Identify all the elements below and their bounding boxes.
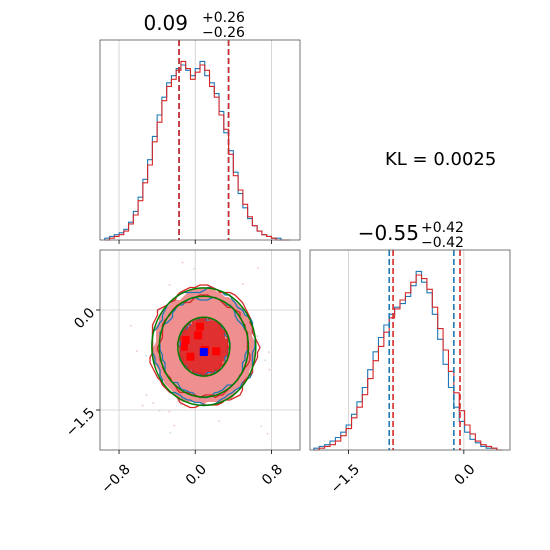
- scatter-point: [168, 410, 171, 413]
- hist-x-ticks: [118, 240, 272, 244]
- scatter-point: [257, 267, 259, 269]
- scatter-point: [136, 350, 138, 352]
- scatter-point: [268, 368, 271, 371]
- density-red-square-4: [212, 347, 221, 356]
- contour-xtick-label-2: 0.8: [259, 461, 286, 488]
- scatter-point: [260, 425, 263, 428]
- density-red-square-1: [181, 336, 190, 344]
- contour-panel: −0.8 0.0 0.8 0.0 −1.5: [57, 249, 301, 497]
- hist-y-tick-label-1: 0.0: [451, 461, 478, 488]
- hist-x-title-minus: −0.26: [202, 25, 245, 41]
- hist-y-title-plus: +0.42: [421, 220, 464, 236]
- hist-panel-x: 0.09 +0.26 −0.26: [99, 10, 301, 244]
- scatter-point: [152, 402, 155, 404]
- density-red-square-3: [186, 352, 195, 361]
- density-red-square-6: [179, 342, 188, 351]
- green-ellipse-0: [177, 316, 231, 377]
- hist-y-ticks: −1.5 0.0: [328, 450, 479, 497]
- hist-y-title-value: −0.55: [358, 221, 419, 245]
- scatter-point: [145, 394, 148, 396]
- kl-annotation: KL = 0.0025: [385, 149, 496, 170]
- hist-y-frame: [309, 249, 511, 451]
- hist-y-title-minus: −0.42: [421, 235, 464, 251]
- scatter-point: [57, 395, 59, 397]
- scatter-point: [169, 431, 172, 434]
- green-ellipse-2: [151, 287, 257, 407]
- scatter-point: [266, 432, 269, 435]
- hist-y-tick-label-0: −1.5: [328, 461, 363, 496]
- scatter-point: [141, 404, 144, 407]
- hist-x-title-plus: +0.26: [202, 10, 245, 26]
- hist-y-series-1: [313, 274, 503, 451]
- scatter-point: [218, 420, 221, 422]
- scatter-point: [256, 335, 259, 337]
- scatter-point: [145, 354, 147, 357]
- green-ellipse-1: [158, 295, 250, 398]
- scatter-point: [130, 325, 132, 327]
- contour-body: [57, 261, 271, 435]
- scatter-point: [181, 261, 184, 264]
- hist-x-title-value: 0.09: [143, 11, 188, 35]
- hist-panel-y: −1.5 0.0 −0.55 +0.42 −0.42: [309, 220, 511, 497]
- scatter-point: [173, 424, 176, 427]
- hist-y-series: [313, 270, 503, 451]
- hist-y-title: −0.55: [358, 221, 419, 245]
- density-blue-square: [199, 348, 208, 356]
- scatter-point: [264, 359, 267, 362]
- scatter-point: [267, 351, 270, 353]
- hist-x-title: 0.09: [143, 11, 188, 35]
- contour-ytick-label-1: −1.5: [63, 405, 98, 440]
- contour-ytick-label-0: 0.0: [71, 305, 98, 332]
- density-red-square-5: [194, 331, 203, 340]
- hist-x-frame: [99, 39, 301, 241]
- contour-frame: [99, 249, 301, 451]
- hist-y-background: [310, 250, 510, 450]
- hist-y-grid: [348, 250, 465, 450]
- hist-x-series-1: [104, 60, 291, 241]
- contour-xtick-label-0: −0.8: [98, 461, 133, 496]
- scatter-point: [180, 403, 182, 406]
- scatter-point: [241, 283, 244, 286]
- scatter-point: [193, 268, 195, 270]
- hist-x-quantiles: [178, 40, 230, 240]
- contour-xtick-label-1: 0.0: [183, 461, 210, 488]
- scatter-point: [158, 409, 161, 412]
- hist-x-background: [100, 40, 300, 240]
- hist-y-quantiles: [388, 250, 461, 450]
- density-red-square-0: [196, 322, 204, 331]
- hist-x-series: [104, 60, 291, 241]
- scatter-point: [168, 284, 171, 286]
